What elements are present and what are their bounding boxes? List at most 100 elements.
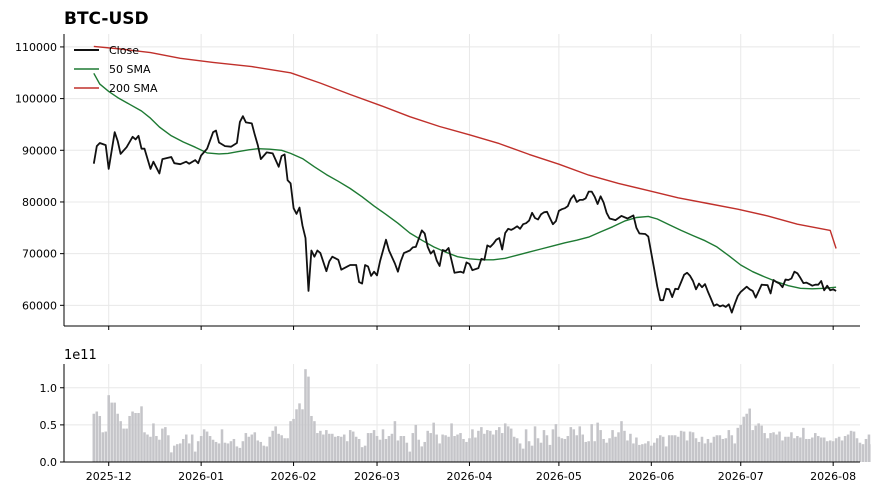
volume-bar <box>486 430 489 462</box>
volume-bar <box>229 441 233 462</box>
volume-bar <box>354 436 358 462</box>
volume-bar <box>208 436 212 462</box>
volume-bar <box>471 429 474 462</box>
volume-bar <box>587 441 590 462</box>
volume-bar <box>521 448 525 462</box>
legend-label-200-sma: 200 SMA <box>109 82 158 95</box>
volume-bar <box>113 402 116 462</box>
volume-bar <box>855 438 859 462</box>
volume-bar <box>480 427 483 462</box>
volume-bar <box>533 426 537 462</box>
volume-bar <box>554 424 558 462</box>
volume-bar <box>122 428 125 462</box>
volume-bar <box>492 434 495 462</box>
volume-bar <box>399 436 403 462</box>
volume-bar <box>280 435 283 462</box>
price-y-tick-label: 70000 <box>22 248 57 261</box>
volume-bar <box>784 436 787 462</box>
legend-label-50-sma: 50 SMA <box>109 63 151 76</box>
volume-bar <box>584 441 587 462</box>
volume-bar <box>796 436 799 462</box>
volume-bar <box>456 434 459 462</box>
volume-bar <box>265 446 268 462</box>
volume-bar <box>235 446 239 462</box>
volume-bar <box>259 441 263 462</box>
volume-bar <box>837 436 841 462</box>
volume-bar <box>429 433 432 462</box>
price-y-ticks: 60000 70000 80000 90000 100000 110000 <box>15 41 64 312</box>
volume-bar <box>825 441 829 462</box>
volume-bar <box>131 411 134 462</box>
volume-bar <box>459 433 462 462</box>
volume-bar <box>563 438 567 462</box>
price-y-tick-label: 80000 <box>22 196 57 209</box>
volume-bar <box>530 445 534 462</box>
volume-bar <box>414 424 418 462</box>
volume-bar <box>536 438 540 462</box>
volume-bar <box>372 430 376 462</box>
volume-bar <box>644 443 647 462</box>
volume-bar <box>557 436 561 462</box>
volume-bar <box>802 427 805 462</box>
volume-bar <box>396 440 400 462</box>
volume-bar <box>274 426 277 462</box>
volume-bar <box>727 430 731 462</box>
volume-bar <box>623 430 626 462</box>
volume-bar <box>241 441 245 462</box>
volume-bar <box>858 442 862 462</box>
volume-bar <box>599 430 602 462</box>
volume-bar <box>140 406 143 462</box>
volume-bar <box>754 425 757 462</box>
sma-50-line <box>93 72 837 290</box>
volume-bar <box>337 436 340 462</box>
volume-bar <box>718 435 722 462</box>
volume-bar <box>98 415 102 462</box>
volume-bar <box>181 438 185 462</box>
volume-bar <box>569 427 573 462</box>
volume-bar <box>694 438 698 462</box>
volume-bar <box>769 433 772 462</box>
volume-bar <box>226 443 230 462</box>
volume-bar <box>110 402 113 462</box>
volume-bar <box>626 440 629 462</box>
volume-bar <box>506 426 510 462</box>
volume-bar <box>742 416 745 462</box>
volume-bar <box>453 436 456 462</box>
volume-bar <box>658 435 662 462</box>
volume-bar <box>581 434 584 462</box>
volume-bar <box>495 430 498 462</box>
volume-bar <box>730 435 734 462</box>
volume-bar <box>411 433 415 462</box>
volume-bar <box>667 435 671 462</box>
volume-bar <box>763 433 766 462</box>
volume-bar <box>158 439 161 462</box>
price-panel: 60000 70000 80000 90000 100000 110000 Close 5… <box>15 34 860 330</box>
volume-bar <box>193 451 197 462</box>
volume-bar <box>608 438 611 462</box>
volume-bar <box>253 432 257 462</box>
volume-bar <box>152 423 155 462</box>
volume-bar <box>670 435 674 462</box>
volume-bar <box>867 434 871 462</box>
volume-bar <box>313 421 316 462</box>
volume-bar <box>447 436 450 462</box>
volume-bar <box>706 438 710 462</box>
volume-bar <box>551 429 555 462</box>
volume-bar <box>316 433 319 462</box>
volume-bar <box>277 433 280 462</box>
volume-bar <box>310 415 313 462</box>
volume-bar <box>593 441 596 462</box>
volume-bar <box>641 444 644 462</box>
volume-bar <box>262 445 266 462</box>
volume-bar <box>778 431 781 462</box>
volume-bar <box>647 441 650 462</box>
volume-bar <box>190 434 194 462</box>
volume-bar <box>387 436 391 462</box>
volume-bar <box>638 444 641 462</box>
volume-bar <box>811 437 814 462</box>
volume-bar <box>184 434 188 462</box>
volume-bar <box>852 431 856 462</box>
volume-bar <box>793 438 796 462</box>
volume-bar <box>602 438 605 462</box>
volume-bar <box>864 438 868 462</box>
